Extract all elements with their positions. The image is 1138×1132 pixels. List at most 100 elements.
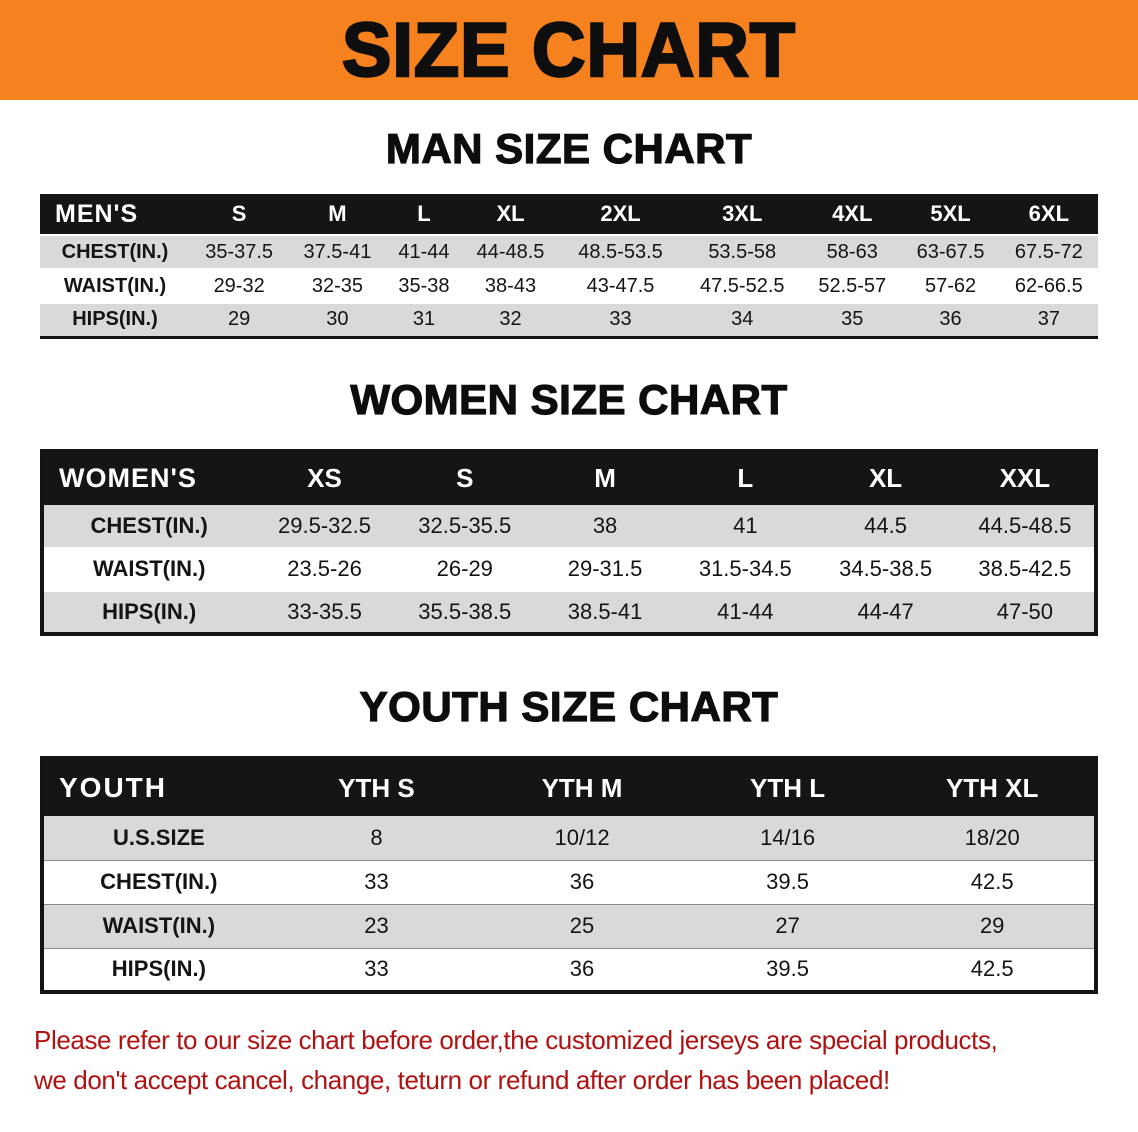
men-size-table: MEN'S S M L XL 2XL 3XL 4XL 5XL 6XL CHEST(IN.) 35-37… [40,194,1098,339]
disclaimer-line-1: Please refer to our size chart before or… [34,1025,998,1056]
value-cell: 58-63 [826,240,878,263]
value-cell: 29 [228,308,251,331]
measurement-row: WAIST(IN.) 23 25 27 29 [42,904,1096,949]
charts-content: MAN SIZE CHART MEN'S S M L XL 2XL 3XL 4XL 5XL 6XL… [0,125,1138,995]
size-column-header: M [288,194,387,236]
value-cell: 33 [364,956,389,982]
size-column-header: S [190,194,289,236]
value-cell: 31.5-34.5 [698,556,792,582]
women-size-table: WOMEN'S XS S M L XL XXL CHEST(IN.) 29.5-32.5 32.5… [40,448,1098,636]
value-cell: 39.5 [766,956,809,982]
value-cell: 57-62 [924,274,977,297]
value-cell: 48.5-53.5 [578,240,663,263]
row-label-cell: WAIST(IN.) [63,274,167,297]
value-cell: 67.5-72 [1014,240,1083,263]
size-column-header: XL [815,450,956,505]
row-label-cell: WAIST(IN.) [102,913,216,939]
measurement-row: HIPS(IN.) 33 36 39.5 42.5 [42,948,1096,992]
section-youth: YOUTH SIZE CHART YOUTH YTH S YTH M YTH L YTH… [0,682,1138,995]
value-cell: 8 [370,824,383,850]
value-cell: 35-37.5 [205,240,274,263]
value-cell: 42.5 [970,956,1014,982]
size-column-header: XS [254,450,395,505]
measurement-row: U.S.SIZE 8 10/12 14/16 18/20 [42,816,1096,861]
size-column-header: 5XL [901,194,1000,236]
youth-chart-heading: YOUTH SIZE CHART [359,682,779,731]
size-column-header: S [394,450,535,505]
value-cell: 38 [592,512,618,538]
women-chart-heading: WOMEN SIZE CHART [350,375,788,423]
size-column-header: YTH L [684,758,891,817]
row-label-cell: U.S.SIZE [113,824,205,850]
page-title: SIZE CHART [341,6,797,93]
value-cell: 44.5-48.5 [978,512,1072,538]
value-cell: 37 [1037,308,1060,331]
value-cell: 52.5-57 [818,274,887,297]
value-cell: 44.5 [864,512,907,538]
size-column-header: YTH M [479,758,685,817]
size-column-header: L [386,194,462,236]
value-cell: 36 [939,308,962,331]
measurement-row: HIPS(IN.) 33-35.5 35.5-38.5 38.5-41 41-44 44-… [42,590,1096,634]
value-cell: 34 [731,308,754,331]
value-cell: 36 [569,956,595,982]
row-label-cell: HIPS(IN.) [102,598,197,624]
value-cell: 35-38 [398,274,450,297]
size-column-header: L [675,450,816,505]
size-column-header: 3XL [681,194,804,236]
men-chart-heading: MAN SIZE CHART [385,125,753,173]
value-cell: 35.5-38.5 [418,598,512,624]
value-cell: 18/20 [964,824,1020,850]
value-cell: 10/12 [554,824,610,850]
value-cell: 32-35 [311,274,363,297]
value-cell: 38.5-42.5 [978,556,1072,582]
size-column-header: 2XL [559,194,682,236]
row-label-cell: CHEST(IN.) [90,512,208,538]
row-label-cell: CHEST(IN.) [61,240,169,263]
value-cell: 33 [609,308,632,331]
value-cell: 38.5-41 [567,598,643,624]
value-cell: 32 [499,308,522,331]
measurement-row: WAIST(IN.) 29-32 32-35 35-38 38-43 43-47.5 47.… [40,269,1098,304]
value-cell: 44-47 [857,598,914,624]
measurement-row: CHEST(IN.) 35-37.5 37.5-41 41-44 44-48.5 48.5… [40,235,1098,270]
value-cell: 23 [364,913,389,939]
measurement-row: WAIST(IN.) 23.5-26 26-29 29-31.5 31.5-34.5 34… [42,548,1096,591]
size-column-header: 6XL [999,194,1098,236]
value-cell: 35 [841,308,864,331]
value-cell: 29-32 [213,274,265,297]
value-cell: 41 [733,512,758,538]
value-cell: 36 [569,869,595,895]
youth-table-head: YOUTH YTH S YTH M YTH L YTH XL [42,758,1096,817]
value-cell: 39.5 [766,869,809,895]
men-table-head: MEN'S S M L XL 2XL 3XL 4XL 5XL 6XL [40,194,1098,236]
table-title-cell: WOMEN'S [42,450,255,505]
value-cell: 29-31.5 [567,556,643,582]
header-row: MEN'S S M L XL 2XL 3XL 4XL 5XL 6XL [40,194,1098,236]
value-cell: 47-50 [996,598,1053,624]
value-cell: 23.5-26 [287,556,362,582]
size-column-header: M [534,450,676,505]
value-cell: 43-47.5 [586,274,655,297]
size-column-header: YTH XL [890,758,1096,817]
table-title-cell: MEN'S [40,194,190,236]
section-women: WOMEN SIZE CHART WOMEN'S XS S M L XL XXL CHEST(… [0,375,1138,636]
value-cell: 29.5-32.5 [278,512,371,538]
size-column-header: YTH S [273,758,480,817]
value-cell: 41-44 [717,598,774,624]
value-cell: 33 [364,869,389,895]
size-column-header: XXL [955,450,1096,505]
value-cell: 31 [412,308,436,331]
row-label-cell: CHEST(IN.) [100,869,218,895]
youth-table-body: U.S.SIZE 8 10/12 14/16 18/20 CHEST(IN.) 33 36 39… [42,816,1096,992]
value-cell: 33-35.5 [287,598,362,624]
value-cell: 38-43 [484,274,537,297]
women-table-head: WOMEN'S XS S M L XL XXL [42,450,1096,505]
value-cell: 44-48.5 [476,240,545,263]
value-cell: 25 [569,913,595,939]
header-row: WOMEN'S XS S M L XL XXL [42,450,1096,505]
table-title-cell: YOUTH [42,758,274,817]
men-table-body: CHEST(IN.) 35-37.5 37.5-41 41-44 44-48.5 48.5… [40,235,1098,338]
value-cell: 26-29 [436,556,493,582]
header-row: YOUTH YTH S YTH M YTH L YTH XL [42,758,1096,817]
